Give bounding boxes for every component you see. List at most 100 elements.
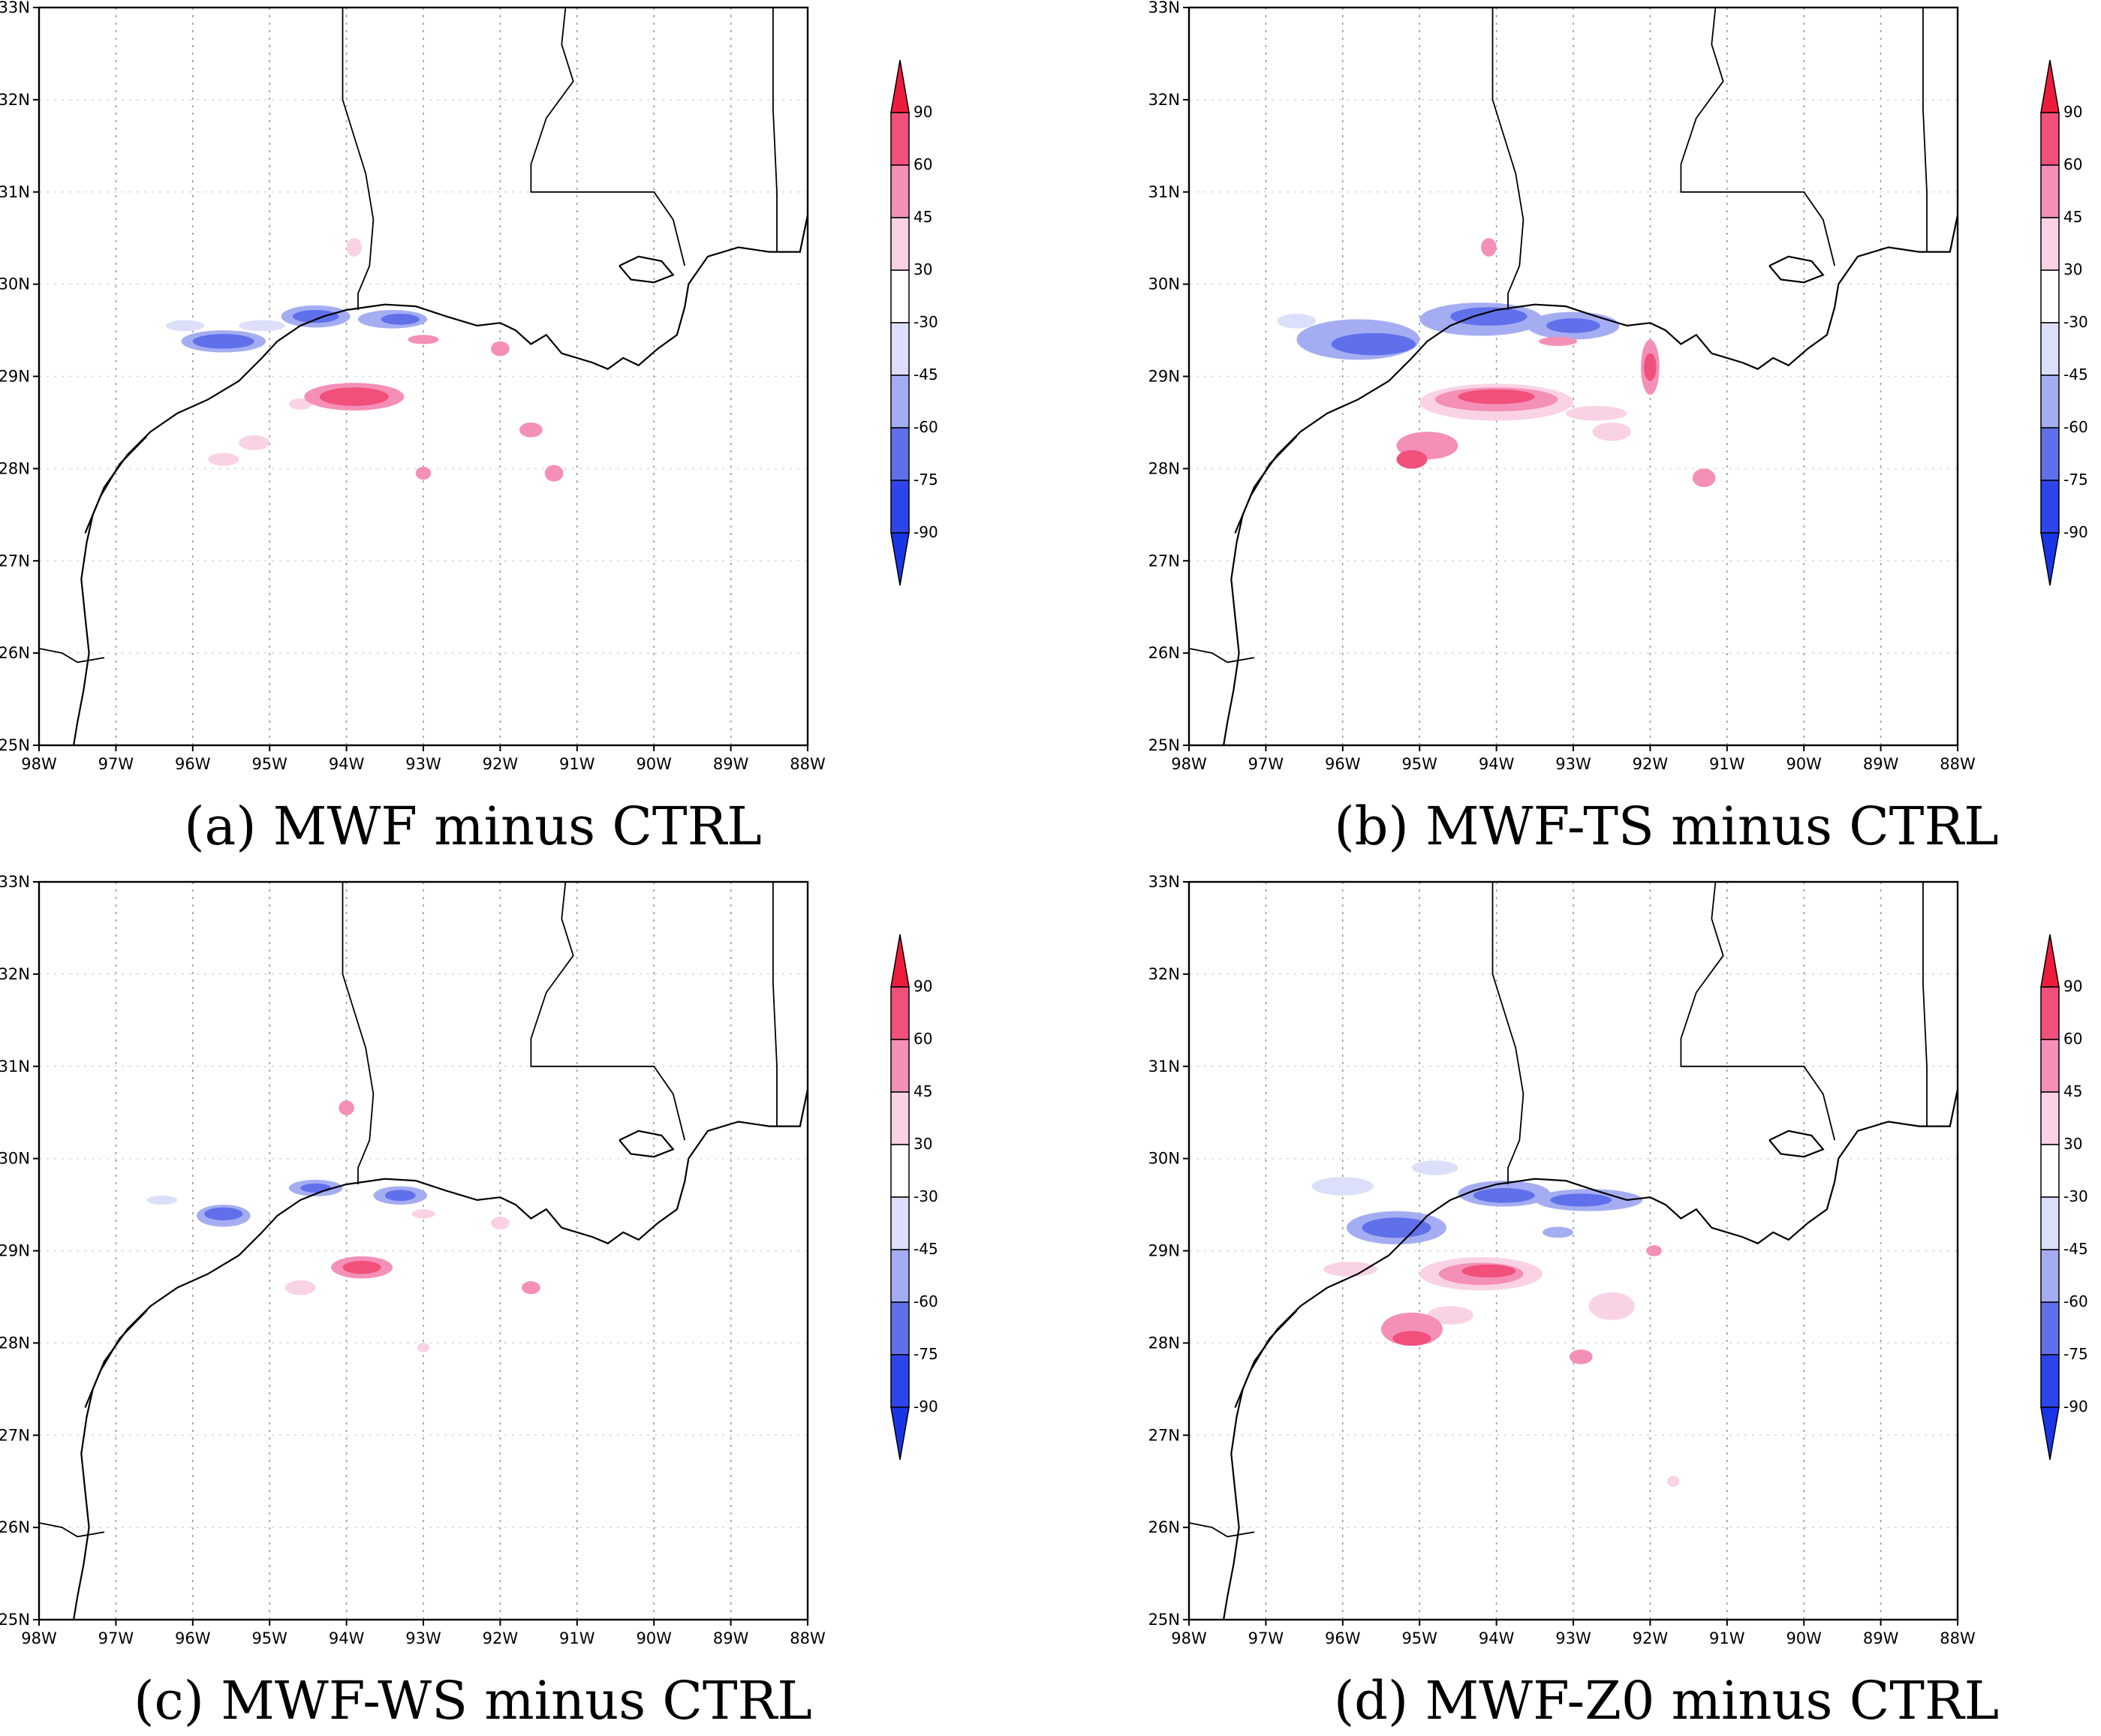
colorbar-tick-label: -30 — [2063, 1187, 2088, 1205]
lat-tick-label: 32N — [0, 965, 30, 983]
colorbar: 90 60 45 30 -30 -45 -60 -75 -90 — [2040, 934, 2088, 1461]
colorbar-tick-label: -90 — [914, 1398, 938, 1416]
gridlines — [39, 882, 808, 1620]
anomaly-field — [165, 238, 564, 482]
colorbar-tick-label: 90 — [914, 103, 932, 121]
lon-tick-label: 92W — [483, 1629, 519, 1647]
lon-tick-label: 97W — [1248, 1629, 1284, 1647]
colorbar-tick-label: 30 — [914, 1135, 932, 1153]
lon-tick-label: 94W — [329, 755, 365, 773]
louisiana-border — [342, 7, 686, 266]
positive-anomaly-patch — [408, 335, 439, 344]
colorbar-segment — [890, 322, 910, 376]
colorbar-segment — [2040, 986, 2060, 1040]
lat-tick-label: 26N — [1148, 1518, 1180, 1536]
mississippi-alabama-border — [772, 8, 778, 252]
colorbar: 90 60 45 30 -30 -45 -60 -75 -90 — [890, 59, 938, 586]
colorbar-tick-label: 30 — [914, 260, 932, 278]
negative-anomaly-patch — [1362, 1217, 1431, 1238]
lon-tick-label: 98W — [21, 1629, 57, 1647]
negative-anomaly-patch — [1450, 307, 1528, 326]
positive-anomaly-patch — [1565, 405, 1627, 421]
lat-tick-label: 27N — [0, 552, 30, 570]
lat-tick-label: 33N — [0, 0, 30, 17]
lat-tick-label: 30N — [0, 275, 30, 293]
colorbar-segment — [2040, 164, 2060, 218]
mississippi-alabama-border — [1922, 8, 1928, 252]
state-borders — [1188, 7, 1928, 663]
gridlines — [1189, 8, 1958, 745]
lon-tick-label: 92W — [483, 755, 519, 773]
negative-anomaly-patch — [239, 320, 285, 332]
state-borders — [1188, 881, 1928, 1538]
colorbar-bottom-arrow — [2040, 532, 2060, 586]
lon-tick-label: 93W — [1555, 1629, 1591, 1647]
barrier-island — [1234, 435, 1298, 534]
colorbar-segment — [2040, 112, 2060, 166]
lat-tick-label: 32N — [1148, 91, 1180, 109]
texas-louisiana-border — [342, 8, 375, 310]
colorbar-bottom-arrow — [890, 532, 910, 586]
lat-tick-label: 28N — [1148, 459, 1180, 477]
lake-outline — [1768, 255, 1825, 284]
lat-tick-label: 28N — [0, 1334, 30, 1352]
colorbar-segment — [2040, 217, 2060, 271]
lat-tick-label: 30N — [1148, 1150, 1180, 1168]
lon-tick-label: 97W — [98, 1629, 134, 1647]
lake-outline — [619, 255, 675, 284]
lake-outline — [1768, 1130, 1825, 1158]
colorbar-tick-label: 45 — [2063, 208, 2082, 226]
lon-tick-label: 88W — [1940, 1629, 1976, 1647]
lat-tick-label: 31N — [1148, 183, 1180, 201]
colorbar-tick-label: 60 — [2063, 1030, 2082, 1048]
lat-tick-label: 33N — [0, 873, 30, 891]
colorbar-tick-label: -45 — [914, 1240, 938, 1258]
lake-outline — [619, 1130, 675, 1158]
map-panel-a: 25N 26N 27N 28N 29N 30N 31N 32N 33N 98W 97W 96W 95W 9… — [0, 0, 938, 857]
colorbar-segment — [2040, 1091, 2060, 1145]
lat-tick-label: 26N — [1148, 644, 1180, 662]
colorbar-tick-label: 60 — [914, 1030, 932, 1048]
colorbar-segment — [890, 217, 910, 271]
louisiana-border — [342, 881, 686, 1141]
lat-tick-label: 28N — [1148, 1334, 1180, 1352]
negative-anomaly-patch — [1311, 1177, 1374, 1196]
lat-tick-label: 30N — [0, 1150, 30, 1168]
positive-anomaly-patch — [1692, 468, 1716, 487]
lon-tick-label: 96W — [175, 755, 211, 773]
colorbar-tick-label: -45 — [914, 366, 938, 384]
mississippi-alabama-border — [1922, 882, 1928, 1127]
colorbar-top-arrow — [890, 59, 910, 113]
colorbar-segment — [890, 1196, 910, 1250]
colorbar-segment — [890, 427, 910, 481]
positive-anomaly-patch — [1538, 336, 1578, 346]
colorbar-segment — [890, 1301, 910, 1355]
map-panel-c: 25N 26N 27N 28N 29N 30N 31N 32N 33N 98W 97W 96W 95W 9… — [0, 873, 938, 1731]
colorbar-top-arrow — [2040, 59, 2060, 113]
map-panel-b: 25N 26N 27N 28N 29N 30N 31N 32N 33N 98W 97W 96W 95W 9… — [1148, 0, 2088, 857]
lon-tick-label: 95W — [1401, 755, 1437, 773]
colorbar-tick-label: -60 — [2063, 1292, 2088, 1310]
coastline — [1223, 215, 1959, 746]
lat-tick-label: 32N — [0, 91, 30, 109]
colorbar-segment — [890, 480, 910, 534]
colorbar-segment — [2040, 480, 2060, 534]
lon-tick-label: 90W — [636, 1629, 672, 1647]
positive-anomaly-patch — [288, 398, 312, 410]
lon-tick-label: 97W — [98, 755, 134, 773]
negative-anomaly-patch — [165, 320, 205, 332]
positive-anomaly-patch — [1592, 422, 1631, 441]
negative-anomaly-patch — [1550, 1193, 1612, 1207]
lon-tick-label: 98W — [21, 755, 57, 773]
colorbar-segment — [890, 1249, 910, 1303]
colorbar-tick-label: -30 — [914, 313, 938, 331]
colorbar-segment — [890, 1039, 910, 1093]
colorbar-segment — [2040, 1354, 2060, 1408]
colorbar-tick-label: 90 — [2063, 977, 2082, 995]
negative-anomaly-patch — [192, 333, 254, 349]
colorbar-tick-label: -75 — [2063, 1345, 2088, 1363]
gridlines — [39, 8, 808, 745]
negative-anomaly-patch — [300, 1183, 332, 1193]
lon-tick-label: 91W — [1709, 755, 1745, 773]
lon-tick-label: 88W — [1940, 755, 1976, 773]
